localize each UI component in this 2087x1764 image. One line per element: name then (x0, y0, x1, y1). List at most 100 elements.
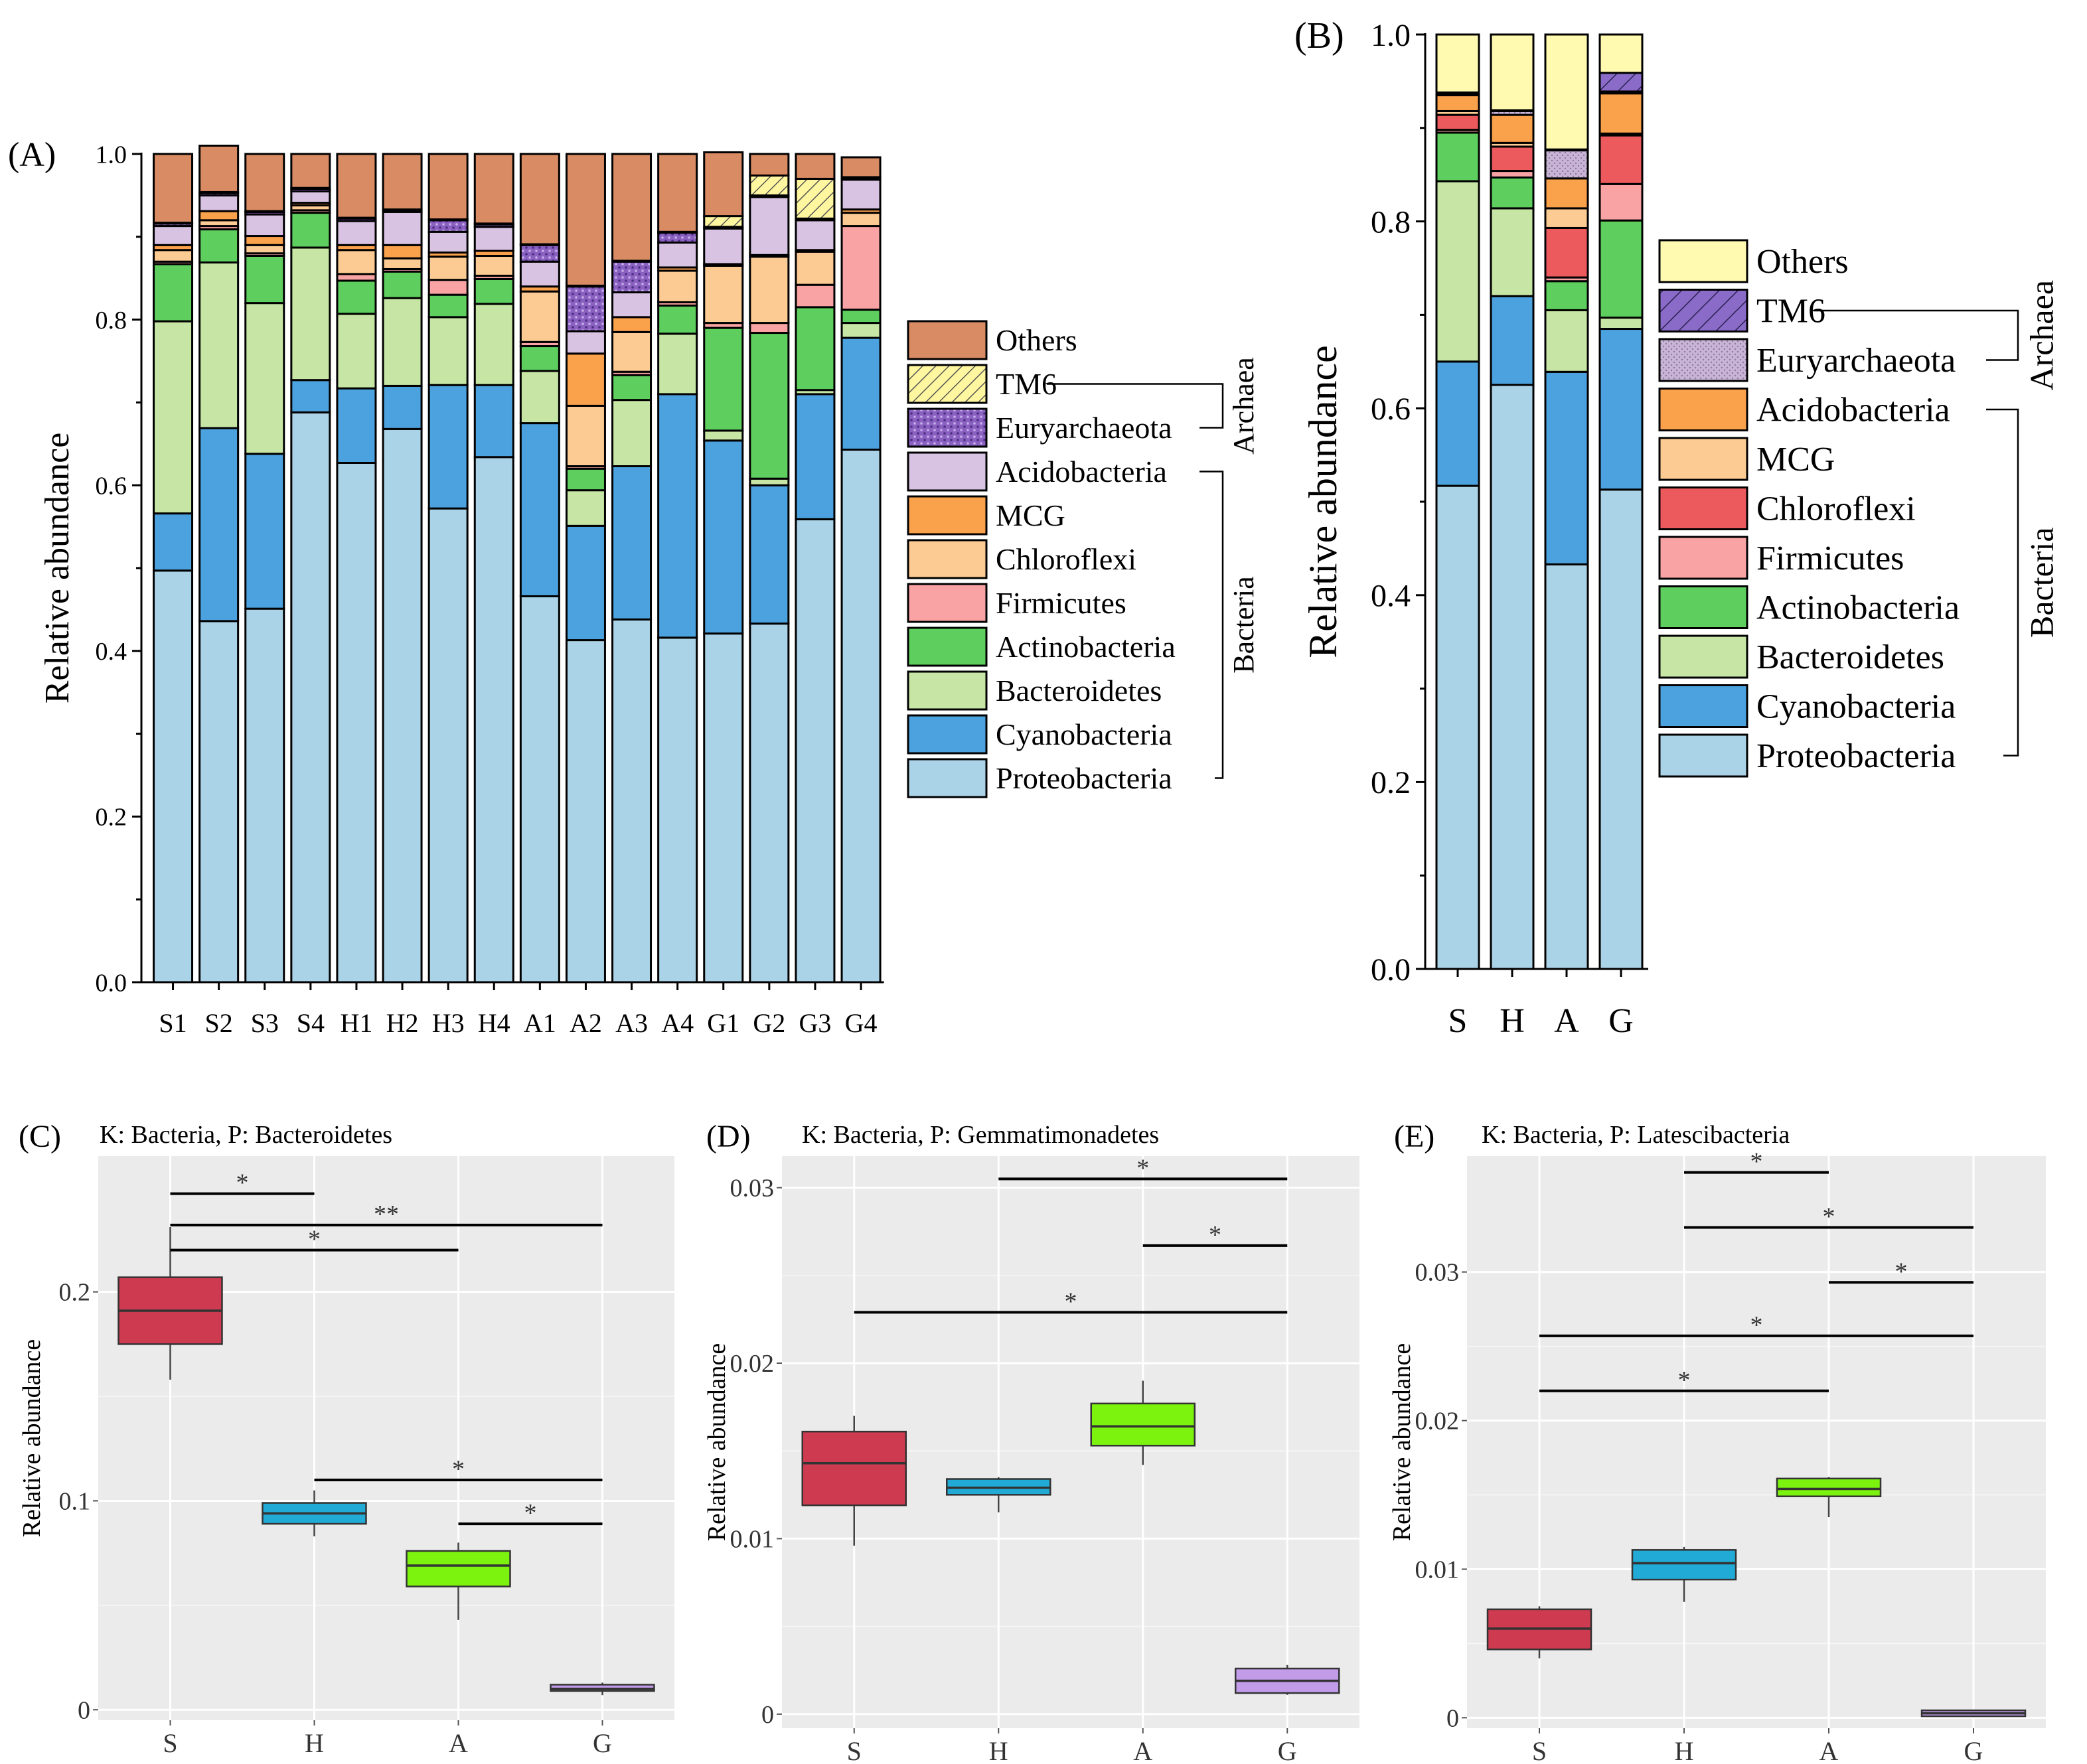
panel-c: (C) K: Bacteria, P: Bacteroidetes 0 0.1 0.2 R… (18, 1119, 674, 1758)
panel-label: (D) (706, 1119, 751, 1154)
legend-swatch (1658, 239, 1748, 283)
bar-segment-euryarchaeota-a1 (519, 244, 560, 263)
bar-segment-actinobacteria-s4 (290, 212, 331, 249)
legend-swatch (1658, 733, 1748, 778)
bar-segment-bacteroidetes-s3 (244, 302, 285, 455)
y-tick-label: 0.03 (730, 1175, 775, 1203)
legend-label: Euryarchaeota (996, 411, 1172, 445)
legend-label: Others (996, 323, 1077, 357)
bar-segment-bacteroidetes-s4 (290, 246, 331, 382)
legend-label: Proteobacteria (996, 761, 1172, 795)
panel-label: (A) (8, 136, 56, 174)
panel-label: (C) (19, 1119, 61, 1154)
bar-segment-acidobacteria-h (1490, 113, 1535, 144)
legend-swatch (907, 407, 988, 448)
legend-swatch (1658, 486, 1748, 530)
y-axis-title: Relative abundance (1388, 1343, 1416, 1542)
legend-label: Chloroflexi (1756, 490, 1916, 528)
bar-segment-others-h3 (427, 153, 469, 221)
legend-swatch (1658, 536, 1748, 580)
bar-segment-chloroflexi-s1 (153, 249, 194, 263)
bar-segment-acidobacteria-a4 (657, 242, 698, 269)
bar-segment-proteobacteria-h (1490, 384, 1535, 970)
bar-segment-others-g4 (840, 156, 882, 179)
significance-label: * (1823, 1203, 1835, 1230)
bar-segment-euryarchaeota-a3 (611, 260, 653, 293)
legend-item-acidobacteria: Acidobacteria (907, 451, 1167, 492)
bar-segment-actinobacteria-s1 (153, 263, 194, 323)
bar-segment-proteobacteria-g1 (703, 632, 744, 984)
bar-segment-others-s4 (290, 153, 331, 189)
bar-segment-bacteroidetes-a4 (657, 332, 698, 396)
legend-label: Proteobacteria (1756, 737, 1956, 775)
box-iqr (1631, 1549, 1737, 1581)
bar-segment-acidobacteria-s (1435, 94, 1480, 112)
x-tick-label: S3 (251, 1008, 279, 1038)
legend-item-bacteroidetes: Bacteroidetes (907, 670, 1162, 711)
bar-segment-chloroflexi-h1 (336, 249, 377, 275)
legend-item-proteobacteria: Proteobacteria (907, 758, 1172, 798)
x-tick-label: H (1675, 1736, 1694, 1764)
x-tick-label: A (1554, 1002, 1579, 1040)
bar-segment-cyanobacteria-g4 (840, 336, 882, 451)
bar-segment-acidobacteria-s2 (198, 194, 240, 212)
bar-segment-acidobacteria-a2 (565, 330, 606, 355)
legend-item-chloroflexi: Chloroflexi (1658, 486, 1916, 530)
bar-segment-euryarchaeota-a4 (657, 232, 698, 244)
bar-segment-bacteroidetes-a3 (611, 399, 653, 467)
bar-segment-acidobacteria-g4 (840, 179, 882, 211)
x-tick-label: S (1448, 1002, 1468, 1040)
bar-segment-actinobacteria-h1 (336, 279, 377, 315)
x-tick-label: H (1500, 1002, 1525, 1040)
bar-segment-cyanobacteria-s2 (198, 427, 240, 623)
legend-group-label: Archaea (1227, 357, 1260, 455)
box-s (1486, 1606, 1592, 1658)
x-tick-label: A (1819, 1736, 1839, 1764)
y-tick-label: 0.6 (96, 473, 127, 500)
bar-segment-bacteroidetes-h4 (473, 303, 514, 386)
legend-group-bracket (1986, 408, 2019, 757)
bar-segment-proteobacteria-s1 (153, 569, 194, 984)
y-axis-title: Relative abundance (39, 433, 76, 704)
x-tick-label: G3 (799, 1008, 832, 1038)
legend-item-firmicutes: Firmicutes (1658, 536, 1904, 580)
panel-b: (B) S H A G 0.0 0.2 0.4 0.6 0.8 1.0 Relative abunda… (1294, 15, 2060, 1040)
y-tick-label: 1.0 (96, 141, 127, 169)
y-tick-label: 1.0 (1371, 18, 1411, 53)
y-tick-label: 0.2 (59, 1279, 91, 1307)
bar-segment-actinobacteria-g1 (703, 327, 744, 432)
bar-segment-cyanobacteria-h4 (473, 384, 514, 459)
legend-label: Euryarchaeota (1756, 342, 1956, 380)
bar-segment-actinobacteria-g4 (840, 309, 882, 325)
bar-segment-firmicutes-g (1598, 183, 1644, 222)
bar-segment-cyanobacteria-a (1544, 370, 1589, 565)
bar-segment-cyanobacteria-s1 (153, 512, 194, 572)
bar-segment-cyanobacteria-h (1490, 295, 1535, 386)
bar-segment-acidobacteria-h2 (382, 210, 423, 246)
bar-segment-cyanobacteria-a2 (565, 524, 606, 642)
x-tick-label: A1 (524, 1008, 556, 1038)
legend-item-tm6: TM6 (1658, 289, 1825, 332)
bar-segment-chloroflexi-a3 (611, 331, 653, 373)
x-tick-label: G (593, 1728, 612, 1758)
panel-e: (E) K: Bacteria, P: Latescibacteria 0 0.01 0… (1388, 1119, 2046, 1764)
bar-segment-others-s2 (198, 145, 240, 193)
bar-segment-others-s (1435, 33, 1480, 94)
box-iqr (1776, 1477, 1882, 1497)
panel-title: K: Bacteria, P: Gemmatimonadetes (802, 1121, 1159, 1149)
y-axis-title: Relative abundance (1301, 345, 1345, 658)
significance-label: * (236, 1169, 249, 1197)
legend-label: Others (1756, 243, 1849, 281)
legend-label: Bacteroidetes (1756, 638, 1944, 676)
bar-segment-proteobacteria-a3 (611, 618, 653, 984)
legend-swatch (1658, 388, 1748, 431)
bar-segment-proteobacteria-s3 (244, 607, 285, 984)
bar-segment-actinobacteria-a3 (611, 374, 653, 402)
box-h (262, 1490, 367, 1536)
legend-swatch (1658, 585, 1748, 629)
legend-label: Bacteroidetes (996, 674, 1162, 707)
bar-segment-proteobacteria-h3 (427, 507, 469, 984)
bar-segment-cyanobacteria-s4 (290, 379, 331, 413)
bar-segment-firmicutes-g4 (840, 225, 882, 311)
x-tick-label: S4 (297, 1008, 325, 1038)
